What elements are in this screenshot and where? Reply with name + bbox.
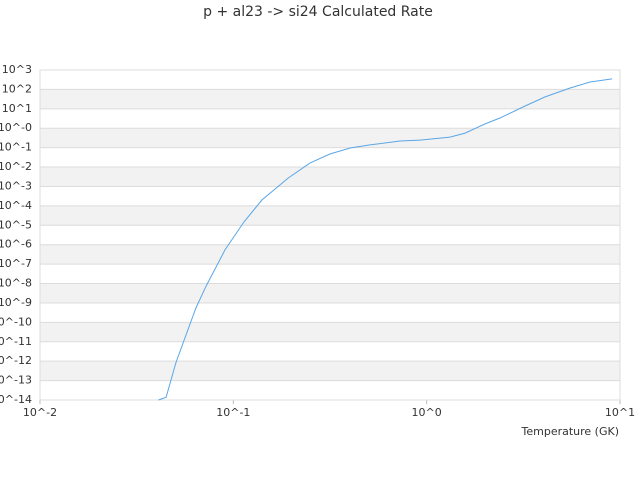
y-tick-label: 10^-9 [0,296,32,309]
y-tick-label: 10^-6 [0,238,32,251]
x-tick-label: 10^0 [412,406,442,419]
grid-band [40,89,620,109]
x-axis-label: Temperature (GK) [521,425,620,438]
y-tick-label: 10^-10 [0,315,32,328]
y-tick-label: 10^-3 [0,179,32,192]
y-tick-label: 10^-5 [0,218,32,231]
y-tick-label: 10^-8 [0,277,32,290]
y-tick-label: 10^-12 [0,354,32,367]
chart-title: p + al23 -> si24 Calculated Rate [203,4,433,20]
grid-band [40,283,620,303]
x-tick-label: 10^-1 [216,406,250,419]
grid-band [40,322,620,342]
grid-band [40,361,620,381]
y-tick-label: 10^-2 [0,160,32,173]
y-tick-label: 10^1 [2,102,32,115]
grid-band [40,128,620,148]
y-tick-label: 10^2 [2,82,32,95]
y-tick-label: 10^-4 [0,199,32,212]
data-line [158,78,613,401]
y-tick-label: 10^3 [2,63,32,76]
y-tick-label: 10^-0 [0,121,32,134]
x-tick-label: 10^-2 [23,406,57,419]
y-tick-label: 10^-11 [0,335,32,348]
y-tick-label: 10^-13 [0,374,32,387]
plot-border [39,69,621,401]
grid-band [40,244,620,265]
grid-band [40,205,620,226]
grid-band [40,167,620,187]
y-tick-label: 10^-7 [0,257,32,270]
x-tick-label: 10^1 [605,406,635,419]
y-tick-label: 10^-1 [0,141,32,154]
y-tick-label: 10^-14 [0,393,32,406]
